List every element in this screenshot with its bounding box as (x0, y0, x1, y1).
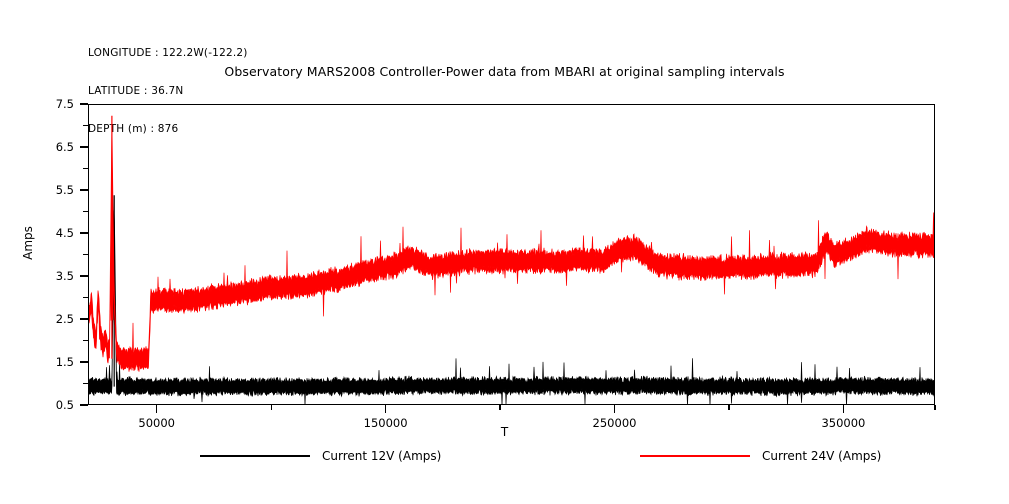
x-tick-mark (613, 405, 616, 413)
y-tick-label: 2.5 (55, 312, 74, 326)
legend-swatch-24v (640, 455, 750, 457)
y-tick-mark (80, 275, 88, 277)
y-tick-mark (83, 124, 88, 127)
x-tick-mark (499, 405, 501, 410)
y-tick-mark (80, 103, 88, 105)
legend-swatch-12v (200, 455, 310, 457)
data-series-layer (89, 115, 934, 404)
y-tick-mark (83, 210, 88, 213)
y-tick-mark (80, 189, 88, 191)
longitude-text: LONGITUDE : 122.2W(-122.2) (88, 47, 248, 60)
x-tick-label: 350000 (821, 416, 866, 430)
series-12v (89, 210, 934, 404)
y-tick-label: 6.5 (55, 140, 74, 154)
x-tick-label: 150000 (363, 416, 408, 430)
x-tick-label: 250000 (592, 416, 637, 430)
y-tick-mark (83, 167, 88, 170)
y-tick-label: 5.5 (55, 183, 74, 197)
y-tick-mark (80, 404, 88, 406)
y-tick-mark (80, 318, 88, 320)
y-tick-mark (83, 382, 88, 385)
x-tick-mark (270, 405, 272, 410)
chart-title: Observatory MARS2008 Controller-Power da… (224, 64, 785, 79)
legend-label-24v: Current 24V (Amps) (762, 449, 882, 463)
legend-label-12v: Current 12V (Amps) (322, 449, 442, 463)
x-tick-mark (384, 405, 387, 413)
y-tick-mark (80, 146, 88, 148)
depth-text: DEPTH (m) : 876 (88, 122, 179, 135)
y-tick-label: 3.5 (55, 269, 74, 283)
y-tick-mark (80, 232, 88, 234)
x-tick-label: 50000 (138, 416, 175, 430)
latitude-text: LATITUDE : 36.7N (88, 84, 184, 97)
chart-legend: Current 12V (Amps) Current 24V (Amps) (0, 446, 1009, 472)
y-tick-label: 7.5 (55, 97, 74, 111)
y-axis-label: Amps (21, 226, 35, 260)
x-tick-mark (934, 405, 936, 410)
y-tick-mark (83, 253, 88, 256)
y-tick-label: 0.5 (55, 398, 74, 412)
y-tick-mark (83, 296, 88, 299)
station-metadata: LONGITUDE : 122.2W(-122.2) LATITUDE : 36… (88, 22, 248, 148)
plot-area (88, 104, 935, 405)
y-tick-label: 4.5 (55, 226, 74, 240)
x-tick-mark (156, 405, 158, 413)
y-tick-mark (80, 361, 88, 363)
y-tick-mark (83, 339, 88, 342)
plot-canvas (89, 105, 934, 404)
x-axis-label: T (500, 425, 509, 439)
y-tick-label: 1.5 (55, 355, 74, 369)
series-24v (89, 124, 934, 372)
x-tick-mark (842, 405, 845, 413)
x-tick-mark (728, 405, 730, 410)
